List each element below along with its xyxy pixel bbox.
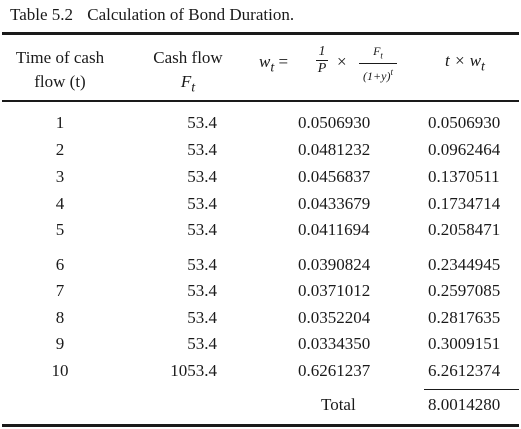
time-cell: 4 <box>55 194 65 213</box>
t-times-w-cell: 0.2597085 <box>428 281 501 300</box>
header-cashflow-sub: t <box>191 79 196 96</box>
cashflow-cell: 53.4 <box>187 220 217 239</box>
table-caption: Table 5.2 Calculation of Bond Duration. <box>10 5 294 25</box>
table-row: 2 53.4 0.0481232 0.0962464 <box>0 140 521 166</box>
time-cell: 2 <box>55 140 65 159</box>
cashflow-cell: 53.4 <box>187 167 217 186</box>
header-twt-sub: t <box>481 58 485 75</box>
table-row: 7 53.4 0.0371012 0.2597085 <box>0 281 521 307</box>
header-time-line2: flow (t) <box>34 72 86 91</box>
time-cell: 5 <box>55 220 65 239</box>
cashflow-cell: 53.4 <box>187 334 217 353</box>
formula-frac2-num: F <box>373 44 381 58</box>
time-cell: 1 <box>55 113 65 132</box>
header-time-line1: Time of cash <box>15 48 105 67</box>
formula-frac2-den-sup: t <box>390 67 393 78</box>
formula-frac1-den: P <box>317 61 327 76</box>
weight-cell: 0.0390824 <box>298 255 371 274</box>
table-row: 9 53.4 0.0334350 0.3009151 <box>0 334 521 360</box>
header-cashflow: Cash flow Ft <box>138 46 238 99</box>
weight-cell: 0.0334350 <box>298 334 371 353</box>
table-number: Table 5.2 <box>10 5 74 24</box>
cashflow-cell: 53.4 <box>187 281 217 300</box>
weight-cell: 0.0456837 <box>298 167 371 186</box>
formula-w-sub: t <box>270 59 275 76</box>
table-row: 1 53.4 0.0506930 0.0506930 <box>0 113 521 139</box>
table-row: 6 53.4 0.0390824 0.2344945 <box>0 255 521 281</box>
time-cell: 8 <box>55 308 65 327</box>
table-title: Calculation of Bond Duration. <box>87 5 295 24</box>
weight-cell: 0.0433679 <box>298 194 371 213</box>
header-t-times-w: t × wt <box>410 49 520 78</box>
top-rule <box>2 32 519 35</box>
table-row: 5 53.4 0.0411694 0.2058471 <box>0 220 521 246</box>
weight-cell: 0.6261237 <box>298 361 371 380</box>
weight-cell: 0.0411694 <box>298 220 370 239</box>
t-times-w-cell: 0.2058471 <box>428 220 501 239</box>
t-times-w-cell: 6.2612374 <box>428 361 501 380</box>
header-rule <box>2 100 519 102</box>
total-label: Total <box>321 395 356 414</box>
cashflow-cell: 53.4 <box>187 140 217 159</box>
formula-frac2-den: (1+y) <box>363 69 391 84</box>
formula-times: × <box>337 52 347 71</box>
time-cell: 7 <box>55 281 65 300</box>
cashflow-cell: 53.4 <box>187 194 217 213</box>
t-times-w-cell: 0.3009151 <box>428 334 501 353</box>
weight-cell: 0.0481232 <box>298 140 371 159</box>
time-cell: 10 <box>51 361 69 380</box>
cashflow-cell: 53.4 <box>187 308 217 327</box>
t-times-w-cell: 0.1734714 <box>428 194 501 213</box>
formula-frac1-num: 1 <box>318 44 326 59</box>
cashflow-cell: 53.4 <box>187 255 217 274</box>
weight-cell: 0.0506930 <box>298 113 371 132</box>
time-cell: 6 <box>55 255 65 274</box>
header-cashflow-line1: Cash flow <box>153 48 223 67</box>
table-row: 10 1053.4 0.6261237 6.2612374 <box>0 361 521 387</box>
table-row: 8 53.4 0.0352204 0.2817635 <box>0 308 521 334</box>
t-times-w-cell: 0.2344945 <box>428 255 501 274</box>
header-cashflow-symbol: F <box>180 72 192 91</box>
t-times-w-cell: 0.0962464 <box>428 140 501 159</box>
weight-cell: 0.0371012 <box>298 281 371 300</box>
t-times-w-cell: 0.1370511 <box>428 167 500 186</box>
t-times-w-cell: 0.0506930 <box>428 113 501 132</box>
t-times-w-cell: 0.2817635 <box>428 308 501 327</box>
header-twt: t × w <box>445 51 482 70</box>
formula-eq: = <box>274 52 289 71</box>
sum-underline <box>424 389 519 390</box>
weight-cell: 0.0352204 <box>298 308 371 327</box>
formula-frac2-num-sub: t <box>380 50 383 61</box>
cashflow-cell: 1053.4 <box>170 361 217 380</box>
table-row: 4 53.4 0.0433679 0.1734714 <box>0 194 521 220</box>
total-value: 8.0014280 <box>428 395 501 414</box>
header-time: Time of cash flow (t) <box>0 46 120 94</box>
cashflow-cell: 53.4 <box>187 113 217 132</box>
table-row: 3 53.4 0.0456837 0.1370511 <box>0 167 521 193</box>
header-weight-formula: wt = 1 P × Ft (1+y)t <box>259 42 399 83</box>
time-cell: 3 <box>55 167 65 186</box>
formula-w: w <box>259 52 271 71</box>
bottom-rule <box>2 424 519 427</box>
time-cell: 9 <box>55 334 65 353</box>
formula-fraction-1: 1 P <box>316 45 328 76</box>
formula-fraction-2: Ft (1+y)t <box>359 44 397 83</box>
